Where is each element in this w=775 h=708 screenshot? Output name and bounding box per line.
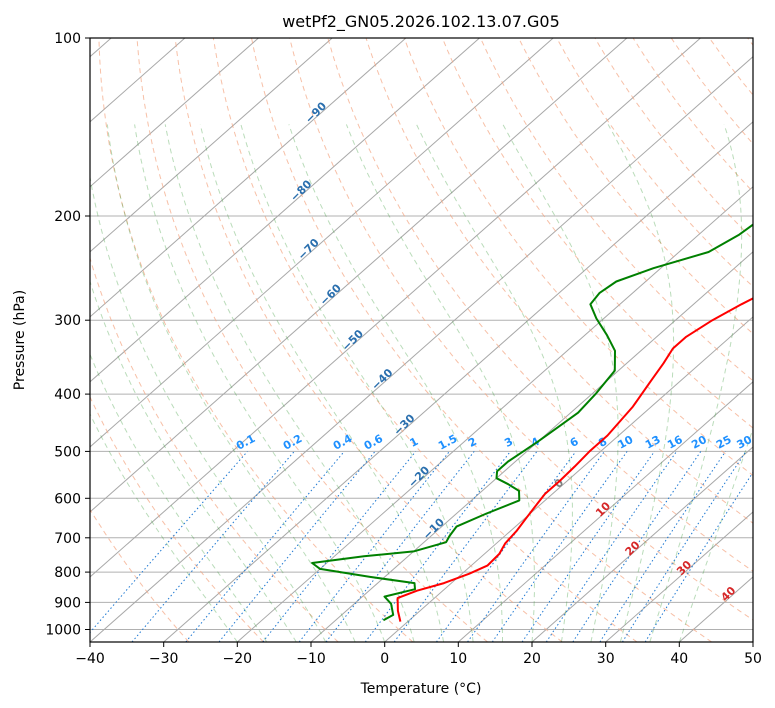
mixing-ratio-label: 30 [735,433,755,452]
moist-adiabat [607,124,675,642]
isotherm-gridline [90,38,701,578]
moist-adiabat [416,124,573,642]
mixing-ratio-label: 10 [616,433,636,452]
x-tick-label: −40 [75,651,105,667]
moist-adiabat [90,279,297,642]
mixing-ratio-line [131,451,295,642]
mixing-ratio-line [521,451,655,642]
dry-adiabat [98,38,414,642]
mixing-ratio-line [621,451,747,642]
moist-adiabat [199,124,445,642]
isotherm-gridline [531,446,753,642]
chart-title: wetPf2_GN05.2026.102.13.07.G05 [282,12,560,32]
moist-adiabat [90,412,238,642]
dewpoint-profile [311,223,753,622]
moist-adiabat [90,174,327,642]
mixing-ratio-line [218,451,376,642]
dry-adiabat [251,38,712,642]
y-axis-label: Pressure (hPa) [12,290,28,390]
moist-adiabat [164,124,415,642]
y-tick-label: 300 [54,313,81,329]
mixing-ratio-line [491,451,628,642]
isotherm-gridline [310,251,753,642]
isotherm-gridline [90,38,554,448]
dry-adiabat [289,38,753,621]
isotherm-gridline [90,38,480,383]
moist-adiabat [502,124,619,642]
y-tick-label: 500 [54,444,81,460]
dry-adiabat [403,38,753,477]
y-tick-label: 600 [54,491,81,507]
isotherm-gridline [163,121,753,642]
dry-adiabat [365,38,753,524]
mixing-ratio-label: 25 [714,433,734,452]
x-tick-label: 0 [380,651,389,667]
mixing-ratio-label: 13 [643,433,663,452]
mixing-ratio-line [185,451,345,642]
mixing-ratio-line [599,451,726,642]
mixing-ratio-line [364,451,511,642]
isotherm-gridline [384,316,753,642]
y-tick-label: 800 [54,565,81,581]
mixing-ratio-line [545,451,678,642]
dry-adiabat [327,38,753,572]
isotherm-gridline [90,38,259,188]
y-tick-label: 200 [54,209,81,225]
isotherm-gridline [605,511,753,642]
mixing-ratio-label: 16 [665,433,685,452]
x-tick-label: −20 [223,651,253,667]
y-tick-label: 100 [54,31,81,47]
isotherm-gridline [90,38,407,318]
moist-adiabat [240,124,474,642]
mixing-ratio-line [467,451,605,642]
mixing-ratio-label: 20 [689,433,709,452]
isotherm-gridline [90,38,333,253]
plot-area: 0.10.20.40.611.52346810131620253036−100−… [90,38,755,642]
mixing-ratio-line [572,451,702,642]
moist-adiabat [678,427,753,642]
plot-frame [89,37,754,643]
x-tick-label: −30 [149,651,179,667]
mixing-ratio-line [262,451,417,642]
isotherm-gridline [90,56,753,642]
x-tick-label: 30 [597,651,615,667]
x-tick-label: 20 [523,651,541,667]
x-tick-label: 10 [449,651,467,667]
isotherm-gridline [90,38,628,513]
mixing-ratio-line [393,451,538,642]
y-tick-label: 900 [54,595,81,611]
dry-adiabat [90,508,190,642]
y-tick-label: 400 [54,387,81,403]
moist-adiabat [288,124,503,642]
axis-ticks: −40 −30 −20 −10 0 10 20 30 40 50 100 200 300 400 500 60… [45,31,762,667]
isotherm-gridline [457,381,753,642]
moist-adiabat [106,124,356,642]
dry-adiabat [90,256,339,642]
y-tick-label: 1000 [45,623,81,639]
x-axis-label: Temperature (°C) [360,681,482,697]
dry-adiabat [479,38,753,382]
isotherm-gridline [236,186,753,642]
moist-adiabat [90,353,268,642]
x-tick-label: 40 [670,651,688,667]
moist-adiabat [345,124,535,642]
x-tick-label: −10 [296,651,326,667]
moist-adiabat [134,124,386,642]
dry-adiabat [518,38,753,335]
mixing-ratio-line [435,451,577,642]
y-tick-label: 700 [54,531,81,547]
x-tick-label: 50 [744,651,762,667]
dry-adiabat [174,38,563,642]
temperature-profile [396,297,753,622]
